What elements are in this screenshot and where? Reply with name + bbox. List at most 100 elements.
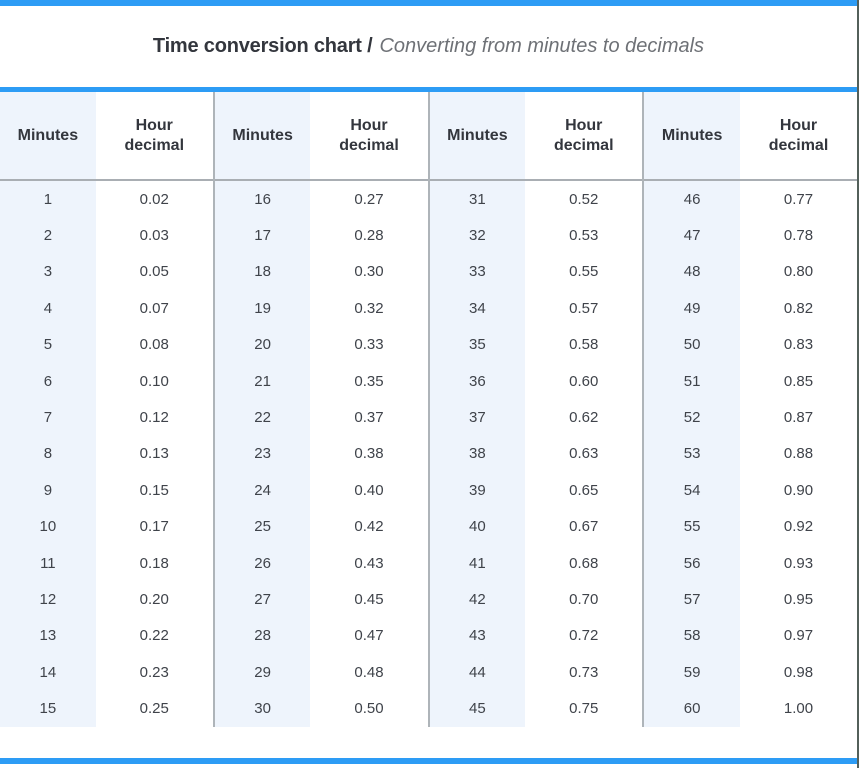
group-header: Minutes Hour decimal — [0, 92, 213, 181]
minutes-value: 52 — [644, 399, 740, 436]
page-title-bold: Time conversion chart / — [152, 35, 373, 57]
hour-decimal-value: 0.23 — [95, 654, 213, 691]
minutes-value: 45 — [429, 690, 526, 727]
table-row: 40 0.67 — [429, 508, 643, 545]
table-row: 15 0.25 — [0, 690, 213, 727]
group-header: Minutes Hour decimal — [644, 92, 857, 181]
hour-decimal-value: 1.00 — [739, 690, 857, 727]
table-row: 42 0.70 — [429, 581, 643, 618]
hour-decimal-value: 0.37 — [310, 399, 428, 436]
hour-decimal-value: 0.87 — [739, 399, 857, 436]
column-group: Minutes Hour decimal 46 0.77 47 0.78 48 0.80 4… — [642, 92, 857, 727]
minutes-value: 9 — [0, 472, 96, 509]
table-row: 24 0.40 — [214, 472, 428, 509]
hour-decimal-value: 0.22 — [95, 617, 213, 655]
hour-decimal-value: 0.97 — [739, 617, 857, 655]
minutes-value: 34 — [429, 290, 526, 327]
minutes-value: 43 — [429, 617, 526, 655]
table-row: 54 0.90 — [644, 472, 857, 509]
minutes-value: 18 — [214, 253, 311, 291]
hour-decimal-value: 0.93 — [739, 544, 857, 582]
bottom-accent-bar — [0, 758, 857, 764]
table-row: 17 0.28 — [214, 217, 428, 254]
hour-decimal-value: 0.28 — [310, 217, 428, 254]
minutes-value: 54 — [644, 472, 740, 509]
hour-decimal-value: 0.62 — [525, 399, 643, 436]
table-row: 14 0.23 — [0, 654, 213, 691]
table-row: 22 0.37 — [214, 399, 428, 436]
table-row: 52 0.87 — [644, 399, 857, 436]
hour-decimal-value: 0.40 — [310, 472, 428, 509]
minutes-value: 23 — [214, 435, 311, 473]
column-group: Minutes Hour decimal 31 0.52 32 0.53 33 0.55 3… — [427, 92, 643, 727]
table-row: 13 0.22 — [0, 617, 213, 655]
table-row: 9 0.15 — [0, 472, 213, 509]
minutes-value: 48 — [644, 253, 740, 291]
table-row: 3 0.05 — [0, 253, 213, 291]
hour-decimal-value: 0.55 — [525, 253, 643, 291]
hour-decimal-value: 0.92 — [739, 508, 857, 545]
hour-decimal-value: 0.08 — [95, 326, 213, 363]
table-row: 21 0.35 — [214, 362, 428, 400]
hour-decimal-value: 0.53 — [525, 217, 643, 254]
minutes-value: 59 — [644, 654, 740, 691]
minutes-value: 39 — [429, 472, 526, 509]
conversion-table: Minutes Hour decimal 1 0.02 2 0.03 3 0.05 4 0.0… — [0, 92, 857, 727]
hour-decimal-value: 0.65 — [525, 472, 643, 509]
hour-decimal-header: Hour decimal — [525, 92, 643, 179]
minutes-value: 10 — [0, 508, 96, 545]
minutes-value: 13 — [0, 617, 96, 655]
minutes-value: 25 — [214, 508, 311, 545]
minutes-value: 27 — [214, 581, 311, 618]
hour-decimal-value: 0.78 — [739, 217, 857, 254]
hour-decimal-value: 0.38 — [310, 435, 428, 473]
hour-decimal-value: 0.72 — [525, 617, 643, 655]
minutes-value: 12 — [0, 581, 96, 618]
minutes-value: 51 — [644, 362, 740, 400]
hour-decimal-value: 0.58 — [525, 326, 643, 363]
table-row: 26 0.43 — [214, 544, 428, 582]
hour-decimal-value: 0.13 — [95, 435, 213, 473]
hour-decimal-value: 0.63 — [525, 435, 643, 473]
minutes-value: 46 — [644, 181, 740, 218]
hour-decimal-value: 0.48 — [310, 654, 428, 691]
page-title: Time conversion chart / Converting from … — [0, 6, 857, 87]
hour-decimal-value: 0.17 — [95, 508, 213, 545]
table-row: 20 0.33 — [214, 326, 428, 363]
table-row: 8 0.13 — [0, 435, 213, 473]
hour-decimal-value: 0.10 — [95, 362, 213, 400]
table-row: 45 0.75 — [429, 690, 643, 727]
minutes-value: 40 — [429, 508, 526, 545]
hour-decimal-value: 0.88 — [739, 435, 857, 473]
minutes-value: 24 — [214, 472, 311, 509]
table-row: 59 0.98 — [644, 654, 857, 691]
minutes-value: 26 — [214, 544, 311, 582]
hour-decimal-value: 0.43 — [310, 544, 428, 582]
hour-decimal-value: 0.50 — [310, 690, 428, 727]
table-row: 57 0.95 — [644, 581, 857, 618]
table-row: 39 0.65 — [429, 472, 643, 509]
table-row: 32 0.53 — [429, 217, 643, 254]
minutes-value: 5 — [0, 326, 96, 363]
hour-decimal-value: 0.33 — [310, 326, 428, 363]
table-row: 6 0.10 — [0, 362, 213, 400]
group-body: 1 0.02 2 0.03 3 0.05 4 0.07 5 0.08 6 0.10 7 0.12 8 0.13… — [0, 181, 213, 727]
minutes-value: 19 — [214, 290, 311, 327]
table-row: 11 0.18 — [0, 544, 213, 582]
table-row: 5 0.08 — [0, 326, 213, 363]
table-row: 60 1.00 — [644, 690, 857, 727]
hour-decimal-header: Hour decimal — [310, 92, 428, 179]
minutes-value: 11 — [0, 544, 96, 582]
minutes-value: 29 — [214, 654, 311, 691]
table-row: 19 0.32 — [214, 290, 428, 327]
minutes-value: 44 — [429, 654, 526, 691]
table-row: 44 0.73 — [429, 654, 643, 691]
minutes-value: 14 — [0, 654, 96, 691]
table-row: 4 0.07 — [0, 290, 213, 327]
table-row: 10 0.17 — [0, 508, 213, 545]
minutes-value: 60 — [644, 690, 740, 727]
table-row: 49 0.82 — [644, 290, 857, 327]
table-row: 36 0.60 — [429, 362, 643, 400]
minutes-value: 50 — [644, 326, 740, 363]
column-group: Minutes Hour decimal 16 0.27 17 0.28 18 0.30 1… — [212, 92, 428, 727]
